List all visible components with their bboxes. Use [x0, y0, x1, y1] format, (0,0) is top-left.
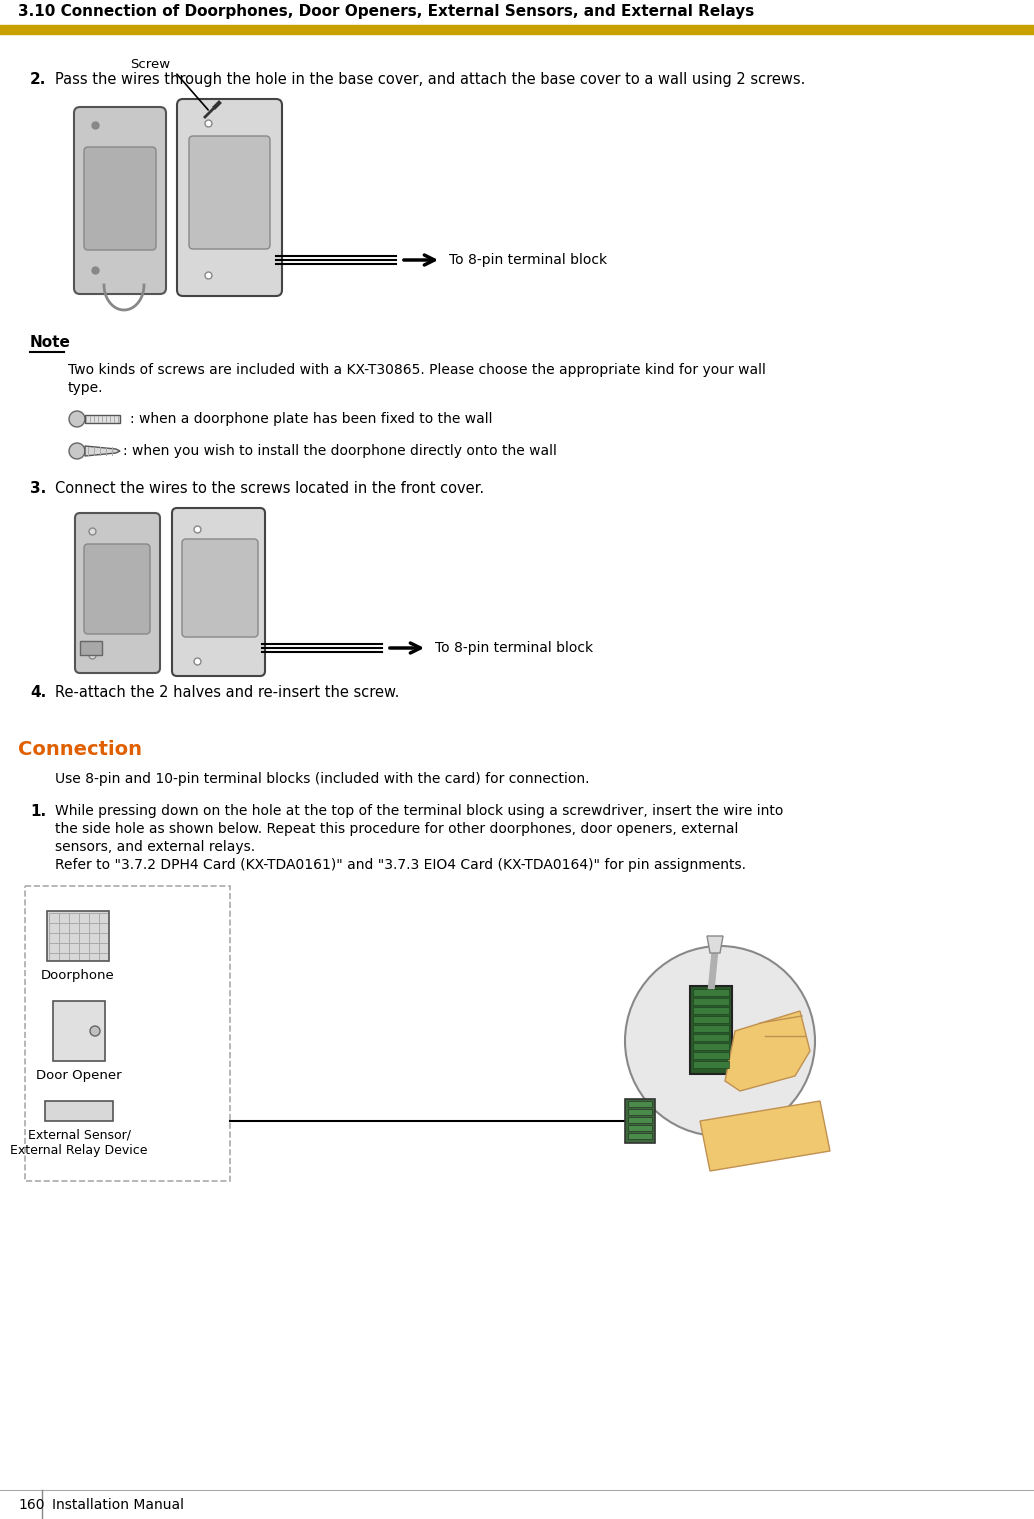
Circle shape: [625, 946, 815, 1136]
Text: Re-attach the 2 halves and re-insert the screw.: Re-attach the 2 halves and re-insert the…: [55, 685, 399, 700]
Bar: [80, 641, 102, 655]
FancyBboxPatch shape: [84, 544, 150, 633]
Text: sensors, and external relays.: sensors, and external relays.: [55, 840, 255, 854]
FancyBboxPatch shape: [74, 106, 166, 295]
Bar: [628, 1133, 652, 1139]
Bar: [628, 1101, 652, 1107]
Text: 4.: 4.: [30, 685, 47, 700]
Text: 1.: 1.: [30, 804, 47, 819]
Text: the side hole as shown below. Repeat this procedure for other doorphones, door o: the side hole as shown below. Repeat thi…: [55, 822, 738, 835]
Bar: [628, 1109, 652, 1115]
Text: Door Opener: Door Opener: [36, 1069, 122, 1082]
Bar: [693, 1025, 729, 1031]
Text: 3.10 Connection of Doorphones, Door Openers, External Sensors, and External Rela: 3.10 Connection of Doorphones, Door Open…: [18, 5, 754, 20]
FancyBboxPatch shape: [172, 507, 265, 676]
Bar: [628, 1116, 652, 1123]
Text: Doorphone: Doorphone: [41, 969, 115, 981]
Text: 160: 160: [18, 1498, 44, 1511]
Text: 2.: 2.: [30, 71, 47, 87]
Bar: [85, 415, 120, 422]
Polygon shape: [725, 1012, 810, 1091]
Text: Connection: Connection: [18, 740, 142, 760]
Bar: [0, 24, 1034, 33]
FancyBboxPatch shape: [75, 513, 160, 673]
Text: Installation Manual: Installation Manual: [52, 1498, 184, 1511]
Circle shape: [90, 1025, 100, 1036]
Bar: [693, 998, 729, 1006]
FancyBboxPatch shape: [84, 147, 156, 251]
Text: To 8-pin terminal block: To 8-pin terminal block: [435, 641, 594, 655]
Bar: [690, 986, 732, 1074]
Bar: [45, 1101, 113, 1121]
FancyBboxPatch shape: [189, 137, 270, 249]
Text: : when you wish to install the doorphone directly onto the wall: : when you wish to install the doorphone…: [123, 444, 557, 459]
Text: While pressing down on the hole at the top of the terminal block using a screwdr: While pressing down on the hole at the t…: [55, 804, 784, 819]
Text: Screw: Screw: [130, 59, 171, 71]
Text: External Sensor/
External Relay Device: External Sensor/ External Relay Device: [10, 1129, 148, 1157]
Text: 3.: 3.: [30, 482, 47, 497]
Bar: [628, 1126, 652, 1132]
Polygon shape: [707, 936, 723, 952]
Text: Refer to "3.7.2 DPH4 Card (KX-TDA0161)" and "3.7.3 EIO4 Card (KX-TDA0164)" for p: Refer to "3.7.2 DPH4 Card (KX-TDA0161)" …: [55, 858, 746, 872]
Text: : when a doorphone plate has been fixed to the wall: : when a doorphone plate has been fixed …: [130, 412, 492, 425]
Bar: [693, 1034, 729, 1041]
Bar: [47, 911, 109, 962]
FancyBboxPatch shape: [177, 99, 282, 296]
Bar: [693, 1044, 729, 1050]
Bar: [53, 1001, 105, 1060]
Circle shape: [69, 412, 85, 427]
Bar: [693, 989, 729, 996]
Circle shape: [69, 444, 85, 459]
Text: Pass the wires through the hole in the base cover, and attach the base cover to : Pass the wires through the hole in the b…: [55, 71, 805, 87]
Text: To 8-pin terminal block: To 8-pin terminal block: [449, 254, 607, 267]
Bar: [693, 1053, 729, 1059]
Bar: [693, 1060, 729, 1068]
Bar: [693, 1016, 729, 1022]
Bar: [625, 1100, 655, 1142]
Bar: [693, 1007, 729, 1015]
Text: Two kinds of screws are included with a KX-T30865. Please choose the appropriate: Two kinds of screws are included with a …: [68, 363, 766, 377]
Text: type.: type.: [68, 381, 103, 395]
Polygon shape: [700, 1101, 830, 1171]
FancyBboxPatch shape: [182, 539, 258, 636]
Text: Connect the wires to the screws located in the front cover.: Connect the wires to the screws located …: [55, 482, 484, 497]
Bar: [25, 886, 230, 1180]
Polygon shape: [85, 447, 120, 456]
Text: Note: Note: [30, 336, 71, 349]
Text: Use 8-pin and 10-pin terminal blocks (included with the card) for connection.: Use 8-pin and 10-pin terminal blocks (in…: [55, 772, 589, 785]
